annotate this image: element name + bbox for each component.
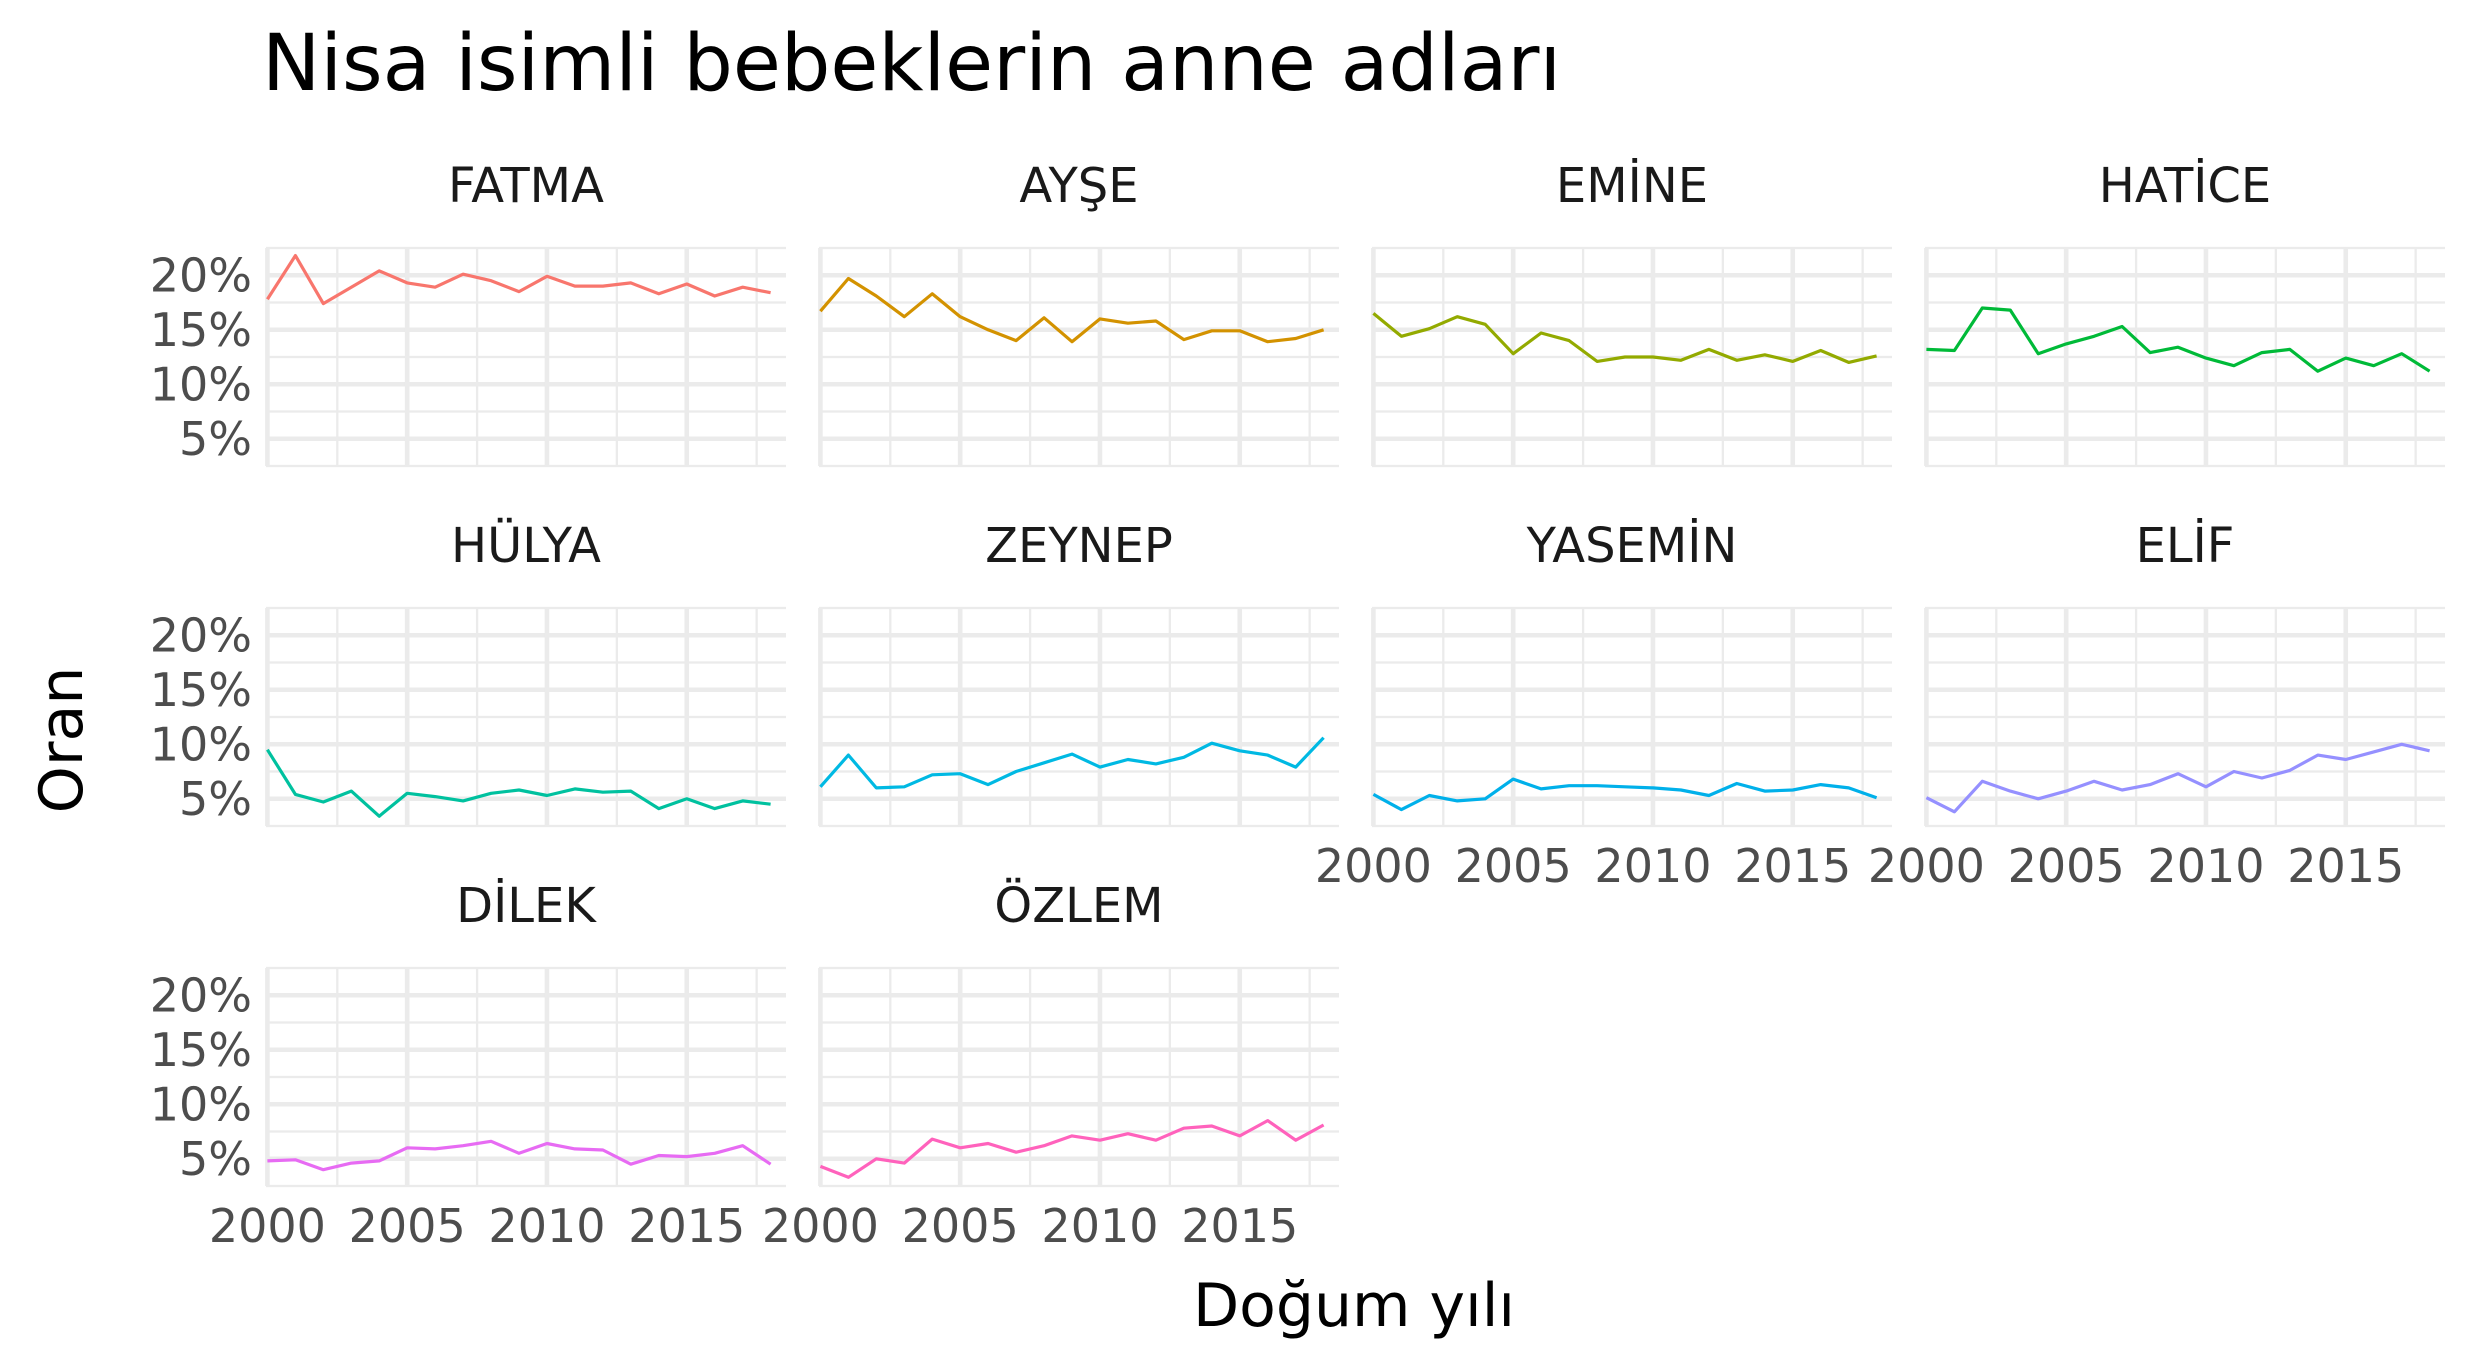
facet-panel-hulya: HÜLYA 5%10%15%20%: [150, 518, 786, 828]
facet-label-hulya: HÜLYA: [451, 518, 601, 574]
y-tick-label: 10%: [150, 717, 252, 771]
x-tick-label: 2015: [1181, 1199, 1298, 1253]
y-tick-label: 15%: [150, 303, 252, 357]
facet-label-hatice: HATİCE: [2099, 158, 2272, 214]
facet-label-ayse: AYŞE: [1019, 158, 1138, 214]
series-line-zeynep: [819, 736, 1325, 790]
y-tick-label: 5%: [179, 772, 252, 826]
x-tick-label: 2000: [1315, 839, 1432, 893]
facet-label-emine: EMİNE: [1556, 158, 1708, 214]
y-tick-label: 5%: [179, 412, 252, 466]
y-tick-label: 5%: [179, 1132, 252, 1186]
facet-label-elif: ELİF: [2136, 518, 2235, 574]
facet-panel-ozlem: ÖZLEM 2000 2005 2010 2015: [762, 878, 1339, 1253]
facet-label-yasemin: YASEMİN: [1526, 518, 1738, 574]
series-line-emine: [1372, 312, 1877, 364]
series-line-ayse: [819, 276, 1325, 344]
x-tick-label: 2010: [1594, 839, 1711, 893]
y-tick-label: 20%: [150, 608, 252, 662]
facet-panel-fatma: FATMA 5%10%15%20%: [150, 158, 786, 468]
facet-label-zeynep: ZEYNEP: [985, 518, 1173, 574]
y-tick-label: 10%: [150, 357, 252, 411]
y-axis-title: Oran: [27, 667, 97, 814]
x-tick-label: 2010: [488, 1199, 605, 1253]
x-tick-label: 2010: [1041, 1199, 1158, 1253]
facet-label-fatma: FATMA: [448, 158, 604, 214]
x-tick-label: 2005: [1455, 839, 1572, 893]
chart-title: Nisa isimli bebeklerin anne adları: [262, 19, 1561, 109]
x-tick-label: 2015: [628, 1199, 745, 1253]
x-tick-label: 2000: [1868, 839, 1985, 893]
facet-panel-ayse: AYŞE: [818, 158, 1339, 468]
series-line-dilek: [267, 1139, 772, 1172]
series-line-elif: [1925, 742, 2430, 814]
series-line-hulya: [266, 748, 771, 818]
facet-panel-zeynep: ZEYNEP: [818, 518, 1339, 828]
facet-label-dilek: DİLEK: [456, 878, 597, 934]
series-line-yasemin: [1372, 777, 1878, 812]
series-line-ozlem: [819, 1118, 1325, 1179]
x-tick-label: 2015: [1734, 839, 1851, 893]
facet-label-ozlem: ÖZLEM: [994, 878, 1163, 934]
y-tick-label: 15%: [150, 663, 252, 717]
y-tick-label: 20%: [150, 968, 252, 1022]
x-axis-title: Doğum yılı: [1193, 1271, 1515, 1341]
x-tick-label: 2000: [209, 1199, 326, 1253]
y-tick-label: 10%: [150, 1077, 252, 1131]
facet-panel-dilek: DİLEK 5%10%15%20% 2000 2005 2010 2015: [150, 878, 786, 1253]
y-tick-label: 20%: [150, 248, 252, 302]
y-tick-label: 15%: [150, 1023, 252, 1077]
facet-panel-hatice: HATİCE: [1924, 158, 2445, 468]
facet-panel-emine: EMİNE: [1371, 158, 1892, 468]
series-line-fatma: [266, 254, 771, 306]
facet-panel-yasemin: YASEMİN 2000 2005 2010 2015: [1315, 518, 1892, 893]
facet-panel-elif: ELİF 2000 2005 2010 2015: [1868, 518, 2445, 893]
x-tick-label: 2015: [2287, 839, 2404, 893]
x-tick-label: 2005: [902, 1199, 1019, 1253]
x-tick-label: 2005: [349, 1199, 466, 1253]
x-tick-label: 2005: [2008, 839, 2125, 893]
x-tick-label: 2010: [2147, 839, 2264, 893]
x-tick-label: 2000: [762, 1199, 879, 1253]
series-line-hatice: [1926, 306, 2431, 373]
